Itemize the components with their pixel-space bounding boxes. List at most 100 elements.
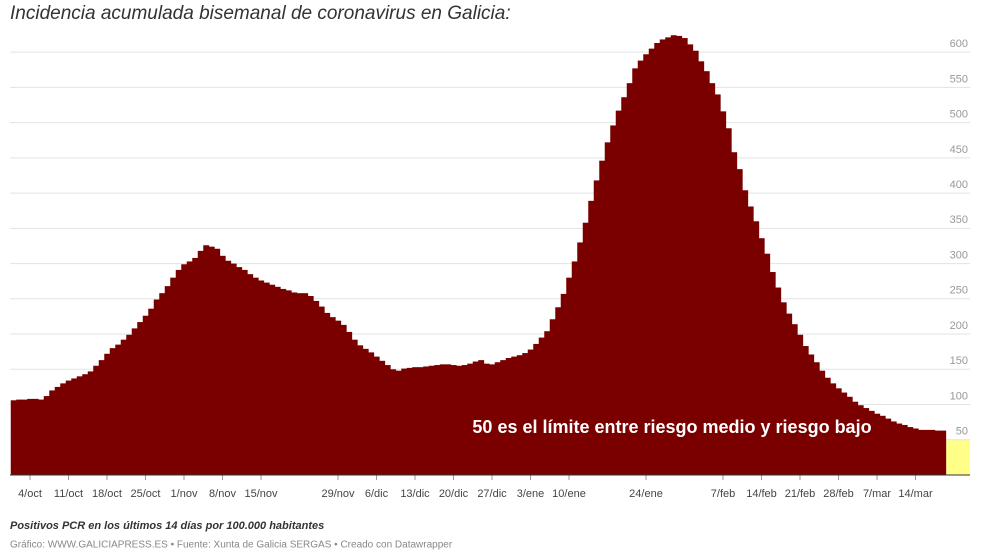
x-tick-label: 13/dic [400,488,430,500]
bar [109,348,116,475]
bar [395,370,402,475]
bar [632,68,639,475]
bar [879,415,886,475]
x-tick-label: 11/oct [54,488,83,500]
bar [335,320,342,475]
bar [863,408,870,475]
bar [98,360,105,475]
bar [307,295,314,475]
bar [775,287,782,475]
bar [43,396,50,475]
bar [280,288,287,475]
y-tick-label: 50 [956,426,968,438]
bar [786,313,793,475]
bar [467,363,474,475]
bar [71,378,78,475]
bar [379,360,386,475]
bar [417,367,424,475]
bar [324,312,331,475]
bar [351,339,358,475]
bar [571,261,578,475]
bar [252,277,259,475]
bar [813,362,820,475]
x-tick-label: 18/oct [92,488,122,500]
y-tick-label: 250 [950,285,968,297]
bar [159,293,166,475]
bar [758,238,765,475]
bar [918,429,925,475]
bar [868,410,875,475]
bar [318,306,325,475]
bar [137,322,144,475]
x-tick-label: 15/nov [244,488,278,500]
bar [533,343,540,475]
bar [588,200,595,475]
bar [445,364,452,475]
bar [346,331,353,475]
bar [538,337,545,475]
bar [665,37,672,475]
bar [93,365,100,475]
bar [76,376,83,475]
bar [21,399,28,475]
bar [654,42,661,475]
bar [164,286,171,475]
bar [692,50,699,475]
y-tick-label: 350 [950,214,968,226]
bar [560,293,567,475]
y-tick-label: 100 [950,390,968,402]
bar [577,242,584,475]
bar [478,360,485,475]
bar [527,349,534,475]
bar [516,355,523,475]
bar [544,331,551,475]
bar [82,374,89,475]
bar [236,267,243,475]
bar [54,386,61,475]
bar [901,424,908,475]
bar [907,427,914,475]
bar [10,400,17,475]
bar [296,293,303,475]
bar [65,380,72,475]
bar [731,152,738,475]
bar [885,418,892,475]
bar [637,60,644,475]
x-tick-label: 24/ene [629,488,663,500]
bar [219,255,226,475]
bar [362,348,369,475]
bar [263,282,270,475]
bar [472,361,479,475]
bar [835,388,842,475]
bar [390,369,397,475]
bar [357,345,364,475]
bar [87,371,94,475]
bar [610,125,617,475]
bar [329,317,336,475]
x-tick-label: 27/dic [477,488,507,500]
bar [170,277,177,475]
bar [373,356,380,475]
bar [681,38,688,476]
bar [896,423,903,475]
bar [38,399,45,475]
bar [566,277,573,475]
bar [819,370,826,475]
bar [258,280,265,475]
bar [643,54,650,475]
bar [241,269,248,475]
bar [830,383,837,475]
bar [142,315,149,475]
chart-title: Incidencia acumulada bisemanal de corona… [10,3,511,24]
bar [247,274,254,475]
source: Gráfico: WWW.GALICIAPRESS.ES • Fuente: X… [10,540,453,551]
bar [890,421,897,475]
bar [450,365,457,475]
bar [148,308,155,475]
x-tick-label: 6/dic [365,488,389,500]
bar [126,334,133,475]
bar [549,319,556,475]
annotation: 50 es el límite entre riesgo medio y rie… [472,417,871,437]
bar [120,339,127,475]
